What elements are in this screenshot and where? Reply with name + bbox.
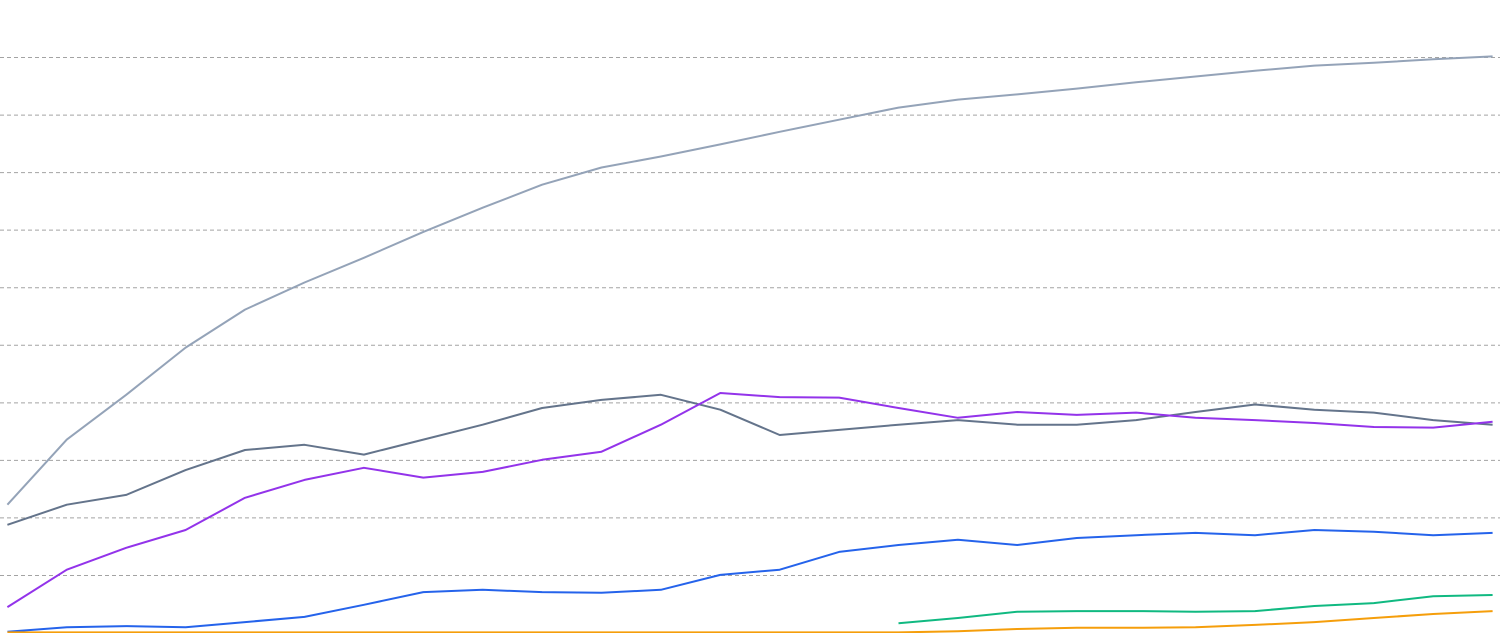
series-line bbox=[6, 392, 1493, 608]
series-line bbox=[6, 55, 1493, 506]
series-line bbox=[7, 610, 1493, 633]
series-line bbox=[7, 393, 1493, 526]
series-line bbox=[7, 529, 1493, 633]
series-line bbox=[898, 594, 1493, 625]
